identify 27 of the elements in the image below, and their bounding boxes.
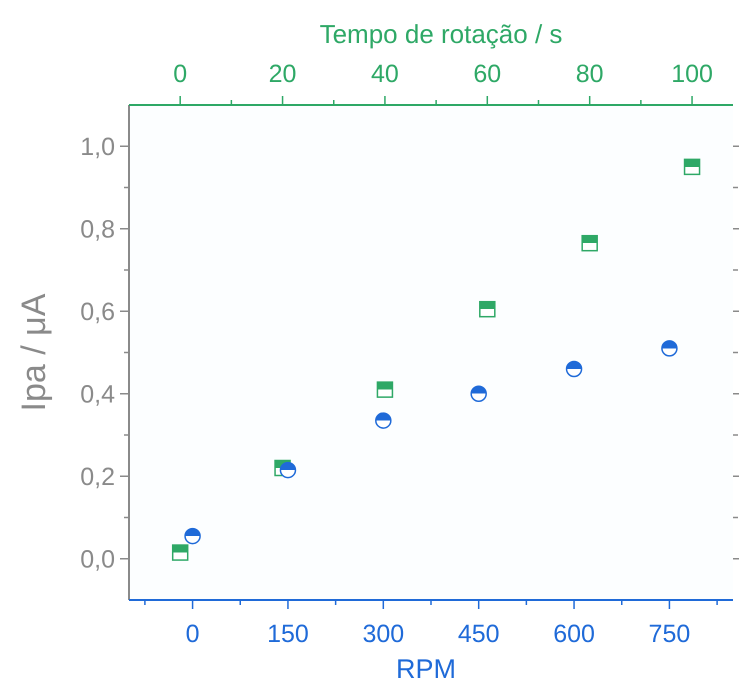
x2-tick-label: 60 bbox=[473, 60, 502, 88]
point bbox=[470, 386, 487, 402]
x2-tick-label: 100 bbox=[671, 60, 713, 88]
y-tick-label: 0,2 bbox=[80, 463, 115, 491]
point bbox=[184, 528, 201, 544]
x2-axis-title: Tempo de rotação / s bbox=[320, 19, 562, 49]
x2-tick-label: 40 bbox=[371, 60, 399, 88]
y-tick-label: 0,8 bbox=[80, 216, 115, 244]
point bbox=[566, 360, 582, 378]
y-tick-label: 0,0 bbox=[80, 546, 115, 574]
x-tick-label: 0 bbox=[186, 620, 200, 648]
x2-tick-label: 20 bbox=[268, 60, 296, 88]
x-tick-label: 750 bbox=[648, 620, 690, 648]
point bbox=[280, 462, 296, 478]
y-tick-label: 0,6 bbox=[80, 298, 115, 326]
x2-tick-label: 80 bbox=[576, 60, 604, 88]
x-tick-label: 300 bbox=[362, 620, 404, 648]
x-axis-title: RPM bbox=[396, 654, 456, 684]
point bbox=[375, 412, 392, 429]
y-tick-label: 0,4 bbox=[80, 380, 116, 408]
x2-tick-label: 0 bbox=[173, 60, 188, 88]
y-tick-label: 1,0 bbox=[80, 133, 115, 161]
point bbox=[661, 340, 678, 357]
x-tick-label: 450 bbox=[458, 620, 500, 648]
x-tick-label: 600 bbox=[553, 620, 595, 648]
y-axis-title: Ipa / μA bbox=[15, 293, 53, 412]
x-tick-label: 150 bbox=[267, 620, 309, 648]
